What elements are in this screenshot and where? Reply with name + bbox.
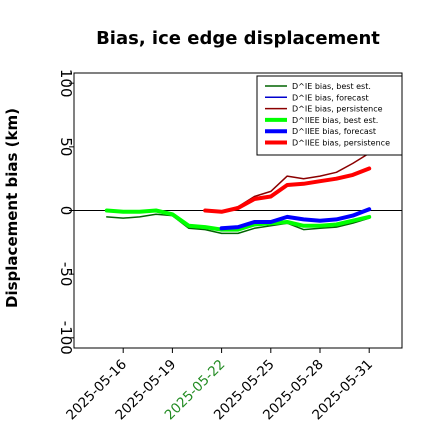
y-tick-label: -50: [57, 262, 75, 287]
series-line: [219, 207, 372, 231]
series-line: [104, 208, 372, 232]
series-line: [204, 152, 370, 213]
series-line: [106, 213, 370, 235]
y-tick-label: 50: [57, 137, 75, 156]
legend-entry: D^IE bias, persistence: [292, 105, 383, 114]
plot-area: -100-500501002025-05-162025-05-192025-05…: [57, 69, 403, 423]
y-axis-label: Displacement bias (km): [3, 108, 21, 308]
legend-entry: D^IIEE bias, best est.: [292, 116, 378, 125]
chart-title: Bias, ice edge displacement: [96, 28, 380, 49]
legend-entry: D^IIEE bias, forecast: [292, 127, 376, 136]
legend-entry: D^IIEE bias, persistence: [292, 139, 390, 148]
series-line: [203, 166, 372, 214]
legend-entry: D^IE bias, forecast: [292, 93, 369, 102]
legend-entry: D^IE bias, best est.: [292, 82, 371, 91]
y-tick-label: 0: [57, 206, 75, 216]
y-tick-label: -100: [57, 321, 75, 355]
y-tick-label: 100: [57, 69, 75, 98]
